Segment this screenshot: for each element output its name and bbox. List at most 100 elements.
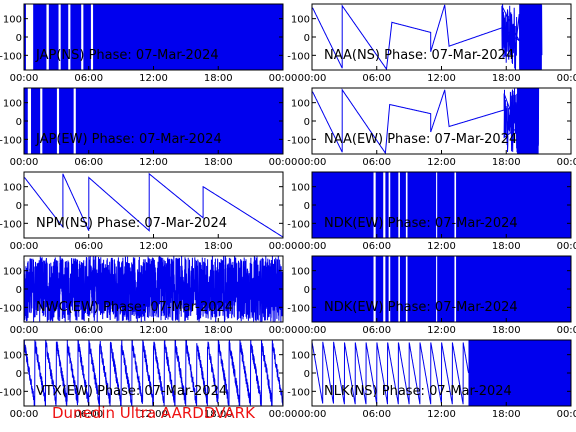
chart-title: JAP(NS) Phase: 07-Mar-2024 bbox=[35, 48, 219, 63]
data-gap bbox=[46, 4, 49, 70]
x-tick-label: 06:00 bbox=[362, 325, 391, 336]
data-gap bbox=[68, 4, 71, 70]
phase-trace bbox=[312, 172, 571, 238]
plot-area bbox=[312, 4, 543, 70]
phase-trace bbox=[312, 4, 543, 70]
x-tick-label: 12:00 bbox=[427, 325, 456, 336]
x-tick-label: 06:00 bbox=[74, 157, 103, 168]
y-tick-label: -100 bbox=[0, 387, 22, 398]
x-tick-label: 12:00 bbox=[139, 73, 168, 84]
plot-area bbox=[24, 256, 283, 322]
chart-title: JAP(EW) Phase: 07-Mar-2024 bbox=[35, 132, 222, 147]
y-tick-label: 0 bbox=[304, 285, 310, 296]
x-tick-label: 12:00 bbox=[427, 409, 456, 420]
x-tick-label: 00:00 bbox=[10, 409, 39, 420]
x-tick-label: 00:00 bbox=[298, 241, 327, 252]
y-tick-label: 0 bbox=[16, 201, 22, 212]
data-gap bbox=[405, 256, 408, 322]
y-tick-label: -100 bbox=[0, 219, 22, 230]
y-tick-label: 0 bbox=[304, 201, 310, 212]
x-tick-label: 00:00 bbox=[10, 157, 39, 168]
y-tick-label: -100 bbox=[0, 135, 22, 146]
x-tick-label: 18:00 bbox=[204, 325, 233, 336]
x-tick-label: 00:00 bbox=[557, 409, 576, 420]
phase-trace bbox=[24, 340, 283, 406]
y-tick-label: 100 bbox=[3, 351, 22, 362]
phase-trace bbox=[312, 88, 540, 154]
data-gap bbox=[373, 256, 376, 322]
chart-title: NDK(EW) Phase: 07-Mar-2024 bbox=[324, 216, 518, 231]
chart-title: NPM(NS) Phase: 07-Mar-2024 bbox=[36, 216, 227, 231]
chart-panel-7: 100 0 -100 00:00 06:00 12:00 18:00 00:00 NWC(EW)… bbox=[0, 255, 298, 336]
x-tick-label: 18:00 bbox=[492, 409, 521, 420]
plot-area bbox=[312, 88, 540, 154]
data-gap bbox=[383, 256, 386, 322]
x-tick-label: 00:00 bbox=[298, 73, 327, 84]
data-gap bbox=[388, 256, 391, 322]
x-tick-label: 00:00 bbox=[10, 73, 39, 84]
plot-area bbox=[24, 4, 283, 70]
x-tick-label: 00:00 bbox=[298, 325, 327, 336]
x-tick-label: 18:00 bbox=[204, 157, 233, 168]
y-tick-label: 100 bbox=[291, 351, 310, 362]
x-tick-label: 12:00 bbox=[427, 157, 456, 168]
y-tick-label: -100 bbox=[287, 51, 310, 62]
data-gap bbox=[405, 172, 408, 238]
x-tick-label: 12:00 bbox=[427, 241, 456, 252]
y-tick-label: 100 bbox=[291, 183, 310, 194]
x-tick-label: 00:00 bbox=[557, 325, 576, 336]
y-tick-label: -100 bbox=[287, 135, 310, 146]
x-tick-label: 18:00 bbox=[492, 157, 521, 168]
y-tick-label: 100 bbox=[3, 183, 22, 194]
x-tick-label: 00:00 bbox=[269, 325, 298, 336]
y-tick-label: 100 bbox=[291, 99, 310, 110]
x-tick-label: 06:00 bbox=[362, 73, 391, 84]
plot-area bbox=[312, 256, 571, 322]
x-tick-label: 06:00 bbox=[362, 409, 391, 420]
chart-title: NLK(NS) Phase: 07-Mar-2024 bbox=[324, 384, 512, 399]
chart-title: NWC(EW) Phase: 07-Mar-2024 bbox=[36, 300, 233, 315]
footer-label: Dunedin Ultra AARDDVARK bbox=[52, 404, 255, 422]
y-tick-label: 0 bbox=[16, 33, 22, 44]
data-gap bbox=[90, 4, 94, 70]
x-tick-label: 00:00 bbox=[269, 241, 298, 252]
x-tick-label: 18:00 bbox=[204, 73, 233, 84]
plot-area bbox=[312, 340, 571, 406]
y-tick-label: -100 bbox=[0, 51, 22, 62]
phase-trace bbox=[24, 172, 283, 238]
chart-panel-5: 100 0 -100 00:00 06:00 12:00 18:00 00:00 NPM(NS)… bbox=[0, 171, 298, 252]
x-tick-label: 06:00 bbox=[74, 325, 103, 336]
y-tick-label: -100 bbox=[287, 219, 310, 230]
y-tick-label: 100 bbox=[3, 99, 22, 110]
y-tick-label: 0 bbox=[304, 33, 310, 44]
y-tick-label: -100 bbox=[287, 303, 310, 314]
data-gap bbox=[58, 4, 61, 70]
y-tick-label: 100 bbox=[291, 267, 310, 278]
data-gap bbox=[40, 88, 43, 154]
x-tick-label: 06:00 bbox=[362, 241, 391, 252]
plot-area bbox=[24, 340, 283, 406]
x-tick-label: 18:00 bbox=[492, 73, 521, 84]
x-tick-label: 00:00 bbox=[557, 241, 576, 252]
chart-panel-3: 100 0 -100 00:00 06:00 12:00 18:00 00:00 JAP(EW)… bbox=[0, 87, 297, 168]
x-tick-label: 18:00 bbox=[204, 241, 233, 252]
chart-panel-9: 100 0 -100 00:00 06:00 12:00 18:00 00:00 VTX(EW)… bbox=[0, 339, 297, 420]
y-tick-label: 0 bbox=[16, 369, 22, 380]
y-tick-label: 0 bbox=[304, 369, 310, 380]
x-tick-label: 06:00 bbox=[74, 241, 103, 252]
y-tick-label: 0 bbox=[304, 117, 310, 128]
x-tick-label: 00:00 bbox=[10, 325, 39, 336]
x-tick-label: 00:00 bbox=[557, 73, 576, 84]
x-tick-label: 12:00 bbox=[139, 409, 168, 420]
phase-trace bbox=[24, 4, 283, 70]
x-tick-label: 12:00 bbox=[139, 157, 168, 168]
plot-area bbox=[24, 172, 283, 238]
data-gap bbox=[454, 256, 457, 322]
plot-area bbox=[24, 88, 283, 154]
phase-trace bbox=[312, 256, 571, 322]
chart-title: VTX(EW) Phase: 07-Mar-2024 bbox=[36, 384, 227, 399]
data-gap bbox=[436, 256, 438, 322]
x-tick-label: 18:00 bbox=[492, 325, 521, 336]
y-tick-label: 100 bbox=[3, 267, 22, 278]
